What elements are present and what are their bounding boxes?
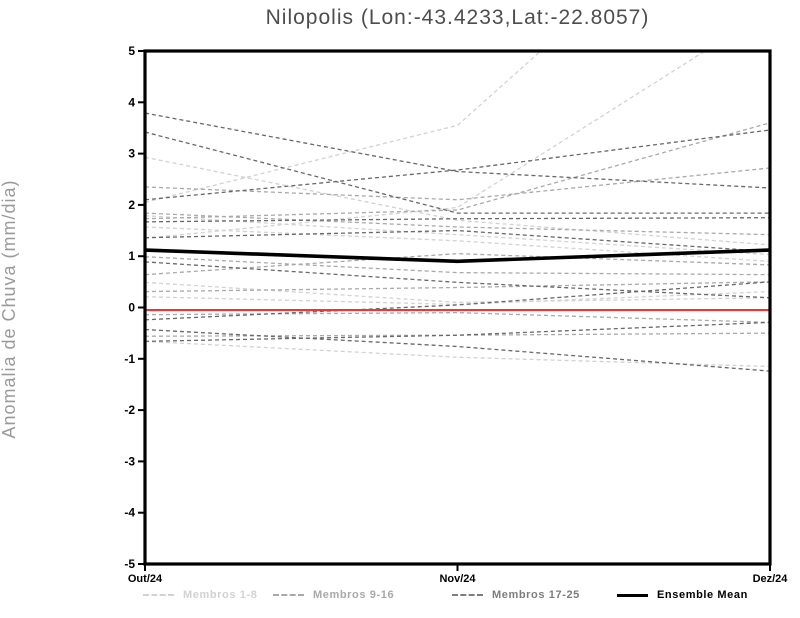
y-axis-ticks: 5 4 3 2 1 0 -1 -2 -3 -4 -5: [124, 44, 145, 571]
member-line: [145, 340, 770, 368]
y-tick-label: -5: [124, 557, 135, 571]
member-line: [145, 215, 770, 256]
dashed-line-swatch: [273, 594, 304, 596]
member-line: [145, 261, 770, 299]
member-line: [145, 167, 770, 201]
dashed-line-swatch: [452, 594, 483, 596]
y-tick-label: -3: [124, 454, 135, 468]
member-line: [145, 212, 770, 236]
member-line: [145, 122, 770, 220]
x-tick-label: Nov/24: [439, 573, 476, 585]
y-tick-label: -2: [124, 403, 135, 417]
member-line: [145, 129, 770, 201]
member-line: [145, 328, 770, 372]
member-line: [145, 51, 542, 203]
legend-label: Membros 17-25: [492, 589, 580, 601]
member-line: [145, 156, 770, 246]
chart-title: Nilopolis (Lon:-43.4233,Lat:-22.8057): [265, 6, 650, 29]
member-line: [145, 112, 770, 189]
member-line: [145, 332, 770, 337]
member-line: [145, 131, 770, 214]
member-line: [145, 281, 770, 304]
member-line: [145, 321, 770, 343]
member-line: [145, 281, 770, 293]
legend-label: Membros 9-16: [313, 589, 395, 601]
legend-item-membros-17-25: Membros 17-25: [452, 585, 580, 605]
y-tick-label: 1: [128, 249, 135, 263]
dashed-line-swatch: [143, 594, 174, 596]
member-line: [145, 51, 707, 239]
legend-item-ensemble-mean: Ensemble Mean: [617, 585, 748, 605]
y-tick-label: -1: [124, 352, 135, 366]
legend-item-membros-1-8: Membros 1-8: [143, 585, 257, 605]
chart-legend: Membros 1-8 Membros 9-16 Membros 17-25 E…: [0, 585, 800, 609]
member-line: [145, 256, 770, 276]
y-tick-label: -4: [124, 506, 135, 520]
y-tick-label: 4: [128, 95, 135, 109]
legend-label: Membros 1-8: [183, 589, 258, 601]
member-line: [145, 281, 770, 321]
member-line: [145, 226, 770, 262]
x-tick-label: Out/24: [128, 573, 163, 585]
x-tick-label: Dez/24: [753, 573, 789, 585]
legend-label: Ensemble Mean: [657, 589, 748, 601]
x-axis-ticks: Out/24 Nov/24 Dez/24: [128, 564, 788, 585]
y-tick-label: 0: [128, 301, 135, 315]
y-tick-label: 5: [128, 44, 135, 58]
y-tick-label: 2: [128, 198, 135, 212]
member-line: [145, 217, 770, 223]
ensemble-mean-line: [145, 248, 770, 264]
member-line: [145, 290, 770, 306]
legend-item-membros-9-16: Membros 9-16: [273, 585, 394, 605]
member-lines: [145, 51, 770, 372]
member-line: [145, 311, 770, 324]
axis-frame: [143, 49, 772, 566]
member-line: [145, 252, 770, 276]
member-line: [145, 229, 770, 253]
solid-line-swatch: [617, 593, 648, 597]
y-tick-label: 3: [128, 147, 135, 161]
